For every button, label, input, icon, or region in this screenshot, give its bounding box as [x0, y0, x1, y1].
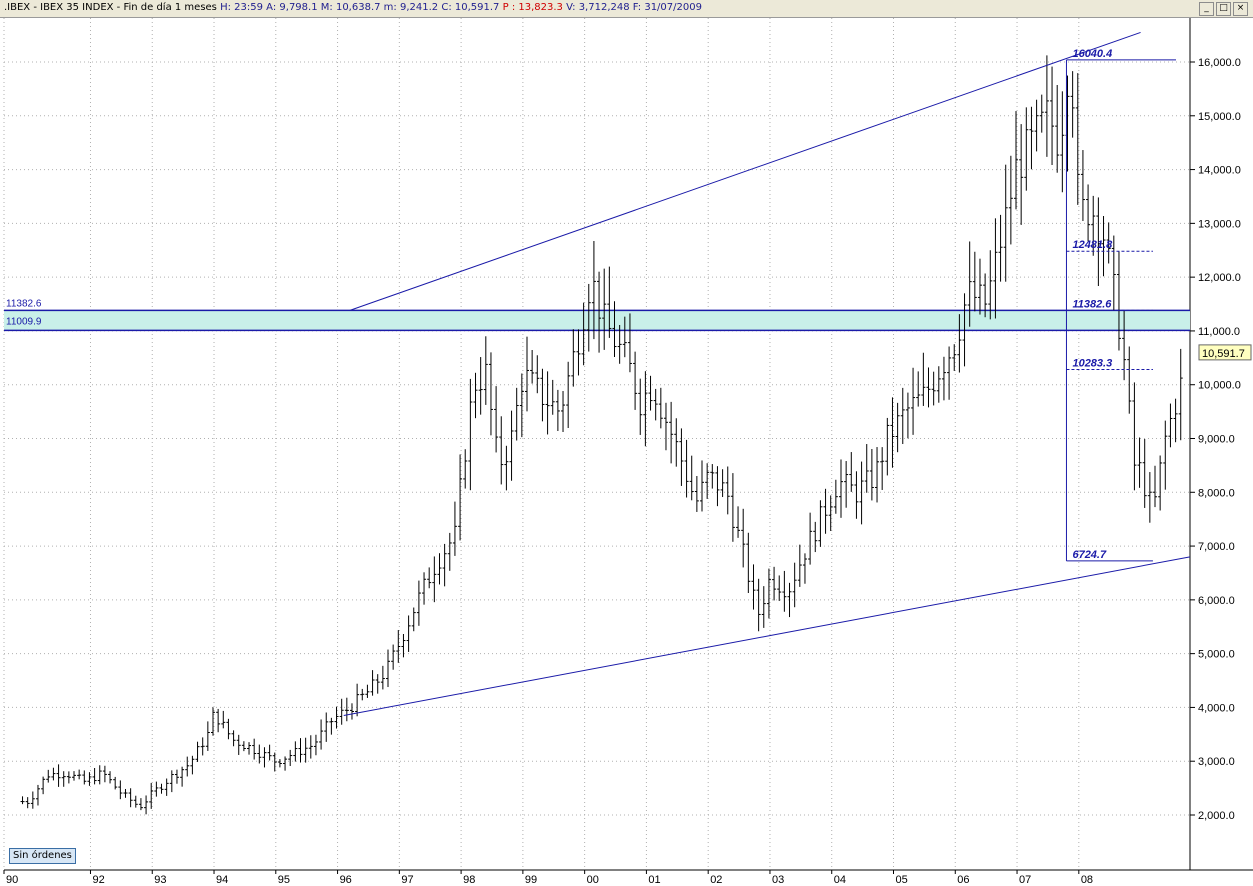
zone-top-label: 11382.6: [6, 298, 42, 309]
x-tick-label: 98: [463, 874, 475, 886]
trendline-lower[interactable]: [343, 556, 1191, 716]
y-tick-label: 2,000.0: [1198, 810, 1235, 822]
x-tick-label: 06: [957, 874, 969, 886]
title-c-label: C:: [441, 2, 452, 13]
fib-level-label: 12481.8: [1072, 239, 1113, 251]
title-h-label: H:: [220, 2, 231, 13]
x-tick-label: 00: [587, 874, 599, 886]
window-title: .IBEX - IBEX 35 INDEX - Fin de día 1 mes…: [4, 2, 702, 13]
y-tick-label: 14,000.0: [1198, 165, 1241, 177]
title-f-value: 31/07/2009: [644, 2, 702, 13]
title-v-value: 3,712,248: [578, 2, 630, 13]
y-tick-label: 11,000.0: [1198, 326, 1240, 338]
y-tick-label: 7,000.0: [1198, 541, 1235, 553]
fib-level-label: 10283.3: [1072, 357, 1112, 369]
x-tick-label: 08: [1081, 874, 1093, 886]
trendline-upper[interactable]: [349, 31, 1141, 311]
title-p-label: P :: [502, 2, 516, 13]
resistance-zone[interactable]: [4, 310, 1190, 331]
close-button[interactable]: ×: [1233, 2, 1248, 16]
last-price-box: [1198, 344, 1252, 361]
y-tick-label: 5,000.0: [1198, 649, 1235, 661]
title-h-value: 23:59: [234, 2, 263, 13]
x-tick-label: 95: [278, 874, 290, 886]
y-tick-label: 3,000.0: [1198, 756, 1235, 768]
y-tick-label: 9,000.0: [1198, 434, 1235, 446]
orders-status-button[interactable]: Sin órdenes: [9, 848, 76, 864]
x-tick-label: 01: [648, 874, 660, 886]
title-v-label: V:: [566, 2, 576, 13]
x-tick-label: 99: [525, 874, 537, 886]
price-chart[interactable]: 2,000.0 3,000.0 4,000.0 5,000.0 6,000.0 7,000…: [0, 18, 1253, 886]
title-low-label: m:: [383, 2, 397, 13]
x-tick-label: 05: [896, 874, 908, 886]
y-tick-label: 8,000.0: [1198, 487, 1235, 499]
title-p-value: 13,823.3: [518, 2, 563, 13]
y-tick-label: 6,000.0: [1198, 595, 1235, 607]
y-tick-label: 12,000.0: [1198, 272, 1241, 284]
plot-area[interactable]: [4, 18, 1190, 870]
x-tick-label: 07: [1019, 874, 1031, 886]
title-low-value: 9,241.2: [399, 2, 439, 13]
maximize-button[interactable]: □: [1216, 2, 1231, 16]
x-tick-label: 94: [216, 874, 228, 886]
title-f-label: F:: [632, 2, 642, 13]
fib-level-label: 16040.4: [1072, 48, 1112, 60]
title-a-label: A:: [266, 2, 277, 13]
x-tick-label: 96: [340, 874, 352, 886]
zone-bottom-label: 11009.9: [6, 316, 42, 327]
x-tick-label: 97: [401, 874, 413, 886]
x-tick-label: 92: [92, 874, 104, 886]
y-tick-label: 10,000.0: [1198, 380, 1241, 392]
title-m-value: 10,638.7: [335, 2, 381, 13]
y-tick-label: 4,000.0: [1198, 702, 1235, 714]
x-tick-label: 93: [154, 874, 166, 886]
title-a-value: 9,798.1: [279, 2, 318, 13]
fib-level-label: 6724.7: [1072, 549, 1107, 561]
title-m-label: M:: [320, 2, 333, 13]
y-tick-label: 16,000.0: [1198, 57, 1241, 69]
x-tick-label: 03: [772, 874, 784, 886]
y-tick-label: 13,000.0: [1198, 218, 1241, 230]
y-tick-label: 15,000.0: [1198, 111, 1241, 123]
minimize-button[interactable]: _: [1199, 2, 1214, 16]
title-bar[interactable]: .IBEX - IBEX 35 INDEX - Fin de día 1 mes…: [0, 0, 1253, 18]
x-tick-label: 02: [710, 874, 722, 886]
x-tick-label: 90: [6, 874, 18, 886]
title-c-value: 10,591.7: [454, 2, 500, 13]
x-tick-label: 04: [834, 874, 846, 886]
last-price-label: 10,591.7: [1202, 348, 1245, 360]
title-symbol: .IBEX - IBEX 35 INDEX - Fin de día 1 mes…: [4, 2, 217, 13]
fib-level-label: 11382.6: [1072, 298, 1112, 310]
